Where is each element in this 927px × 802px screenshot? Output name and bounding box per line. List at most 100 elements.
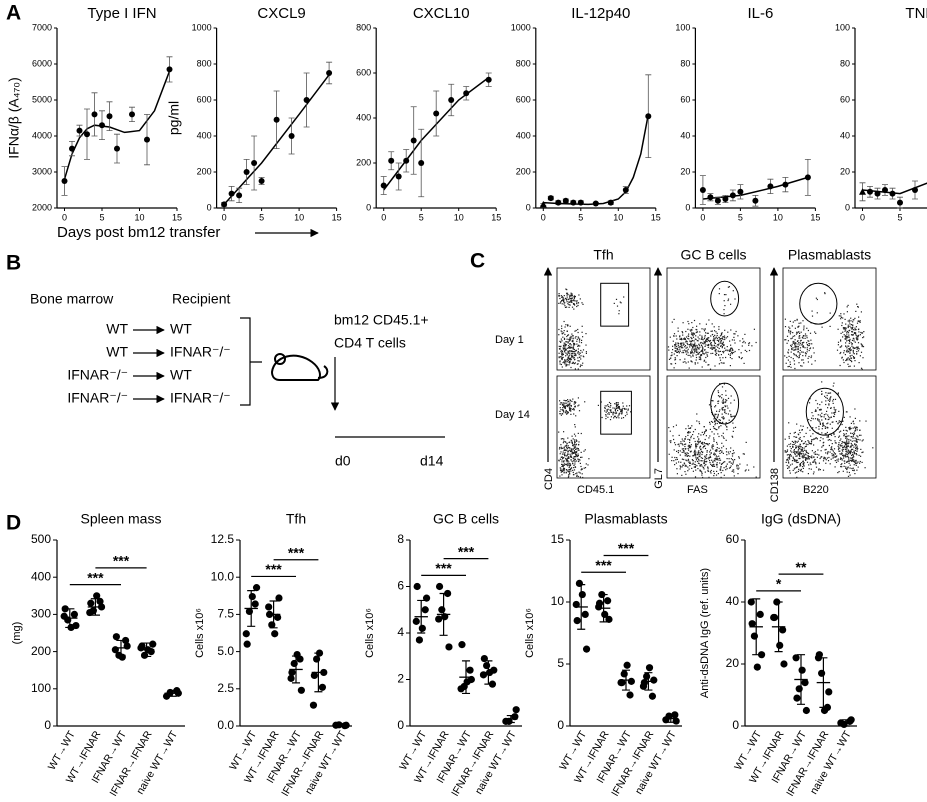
point (310, 702, 317, 709)
event-dot (845, 456, 846, 457)
event-dot (809, 442, 810, 443)
event-dot (725, 294, 726, 295)
event-dot (713, 464, 714, 465)
event-dot (696, 420, 697, 421)
event-dot (615, 413, 616, 414)
event-dot (683, 450, 684, 451)
event-dot (578, 476, 579, 477)
event-dot (738, 456, 739, 457)
x-tick-label: 0 (860, 212, 865, 222)
event-dot (846, 430, 847, 431)
event-dot (798, 357, 799, 358)
event-dot (848, 325, 849, 326)
event-dot (815, 418, 816, 419)
event-dot (676, 352, 677, 353)
event-dot (569, 409, 570, 410)
event-dot (798, 450, 799, 451)
event-dot (566, 400, 567, 401)
event-dot (816, 467, 817, 468)
event-dot (842, 322, 843, 323)
event-dot (689, 465, 690, 466)
event-dot (684, 338, 685, 339)
event-dot (576, 460, 577, 461)
event-dot (621, 418, 622, 419)
event-dot (726, 422, 727, 423)
event-dot (575, 426, 576, 427)
event-dot (702, 347, 703, 348)
event-dot (833, 434, 834, 435)
event-dot (681, 344, 682, 345)
event-dot (798, 346, 799, 347)
event-dot (609, 414, 610, 415)
event-dot (696, 357, 697, 358)
event-dot (691, 425, 692, 426)
event-dot (852, 459, 853, 460)
event-dot (572, 351, 573, 352)
event-dot (578, 363, 579, 364)
event-dot (713, 439, 714, 440)
event-dot (848, 366, 849, 367)
event-dot (848, 449, 849, 450)
event-dot (856, 435, 857, 436)
event-dot (566, 443, 567, 444)
event-dot (617, 410, 618, 411)
y-axis-label: pg/ml (165, 101, 181, 135)
event-dot (573, 465, 574, 466)
point (859, 188, 866, 195)
event-dot (711, 431, 712, 432)
event-dot (577, 329, 578, 330)
event-dot (832, 422, 833, 423)
event-dot (683, 322, 684, 323)
event-dot (843, 359, 844, 360)
event-dot (679, 446, 680, 447)
event-dot (854, 453, 855, 454)
y-tick-label: 80 (840, 58, 850, 68)
event-dot (676, 335, 677, 336)
event-dot (676, 425, 677, 426)
event-dot (857, 461, 858, 462)
event-dot (565, 324, 566, 325)
event-dot (849, 340, 850, 341)
event-dot (572, 399, 573, 400)
event-dot (851, 361, 852, 362)
event-dot (810, 456, 811, 457)
event-dot (712, 353, 713, 354)
event-dot (734, 333, 735, 334)
point (236, 192, 242, 198)
event-dot (798, 447, 799, 448)
event-dot (790, 446, 791, 447)
event-dot (814, 352, 815, 353)
event-dot (728, 453, 729, 454)
y-tick-label: 500 (31, 532, 51, 546)
event-dot (674, 319, 675, 320)
y-axis-label: Anti-dsDNA IgG (ref. units) (699, 568, 711, 698)
x-axis-label: CD45.1 (577, 484, 614, 496)
event-dot (711, 460, 712, 461)
event-dot (680, 468, 681, 469)
event-dot (790, 450, 791, 451)
point (576, 580, 583, 587)
event-dot (696, 329, 697, 330)
event-dot (848, 351, 849, 352)
event-dot (575, 336, 576, 337)
event-dot (728, 413, 729, 414)
point (119, 654, 126, 661)
event-dot (853, 421, 854, 422)
event-dot (563, 404, 564, 405)
y-tick-label: 100 (675, 22, 690, 32)
event-dot (687, 343, 688, 344)
event-dot (567, 448, 568, 449)
event-dot (686, 454, 687, 455)
event-dot (699, 359, 700, 360)
event-dot (711, 400, 712, 401)
event-dot (854, 328, 855, 329)
event-dot (819, 409, 820, 410)
event-dot (579, 459, 580, 460)
event-dot (671, 352, 672, 353)
event-dot (839, 422, 840, 423)
event-dot (723, 342, 724, 343)
event-dot (574, 343, 575, 344)
event-dot (733, 416, 734, 417)
event-dot (681, 347, 682, 348)
